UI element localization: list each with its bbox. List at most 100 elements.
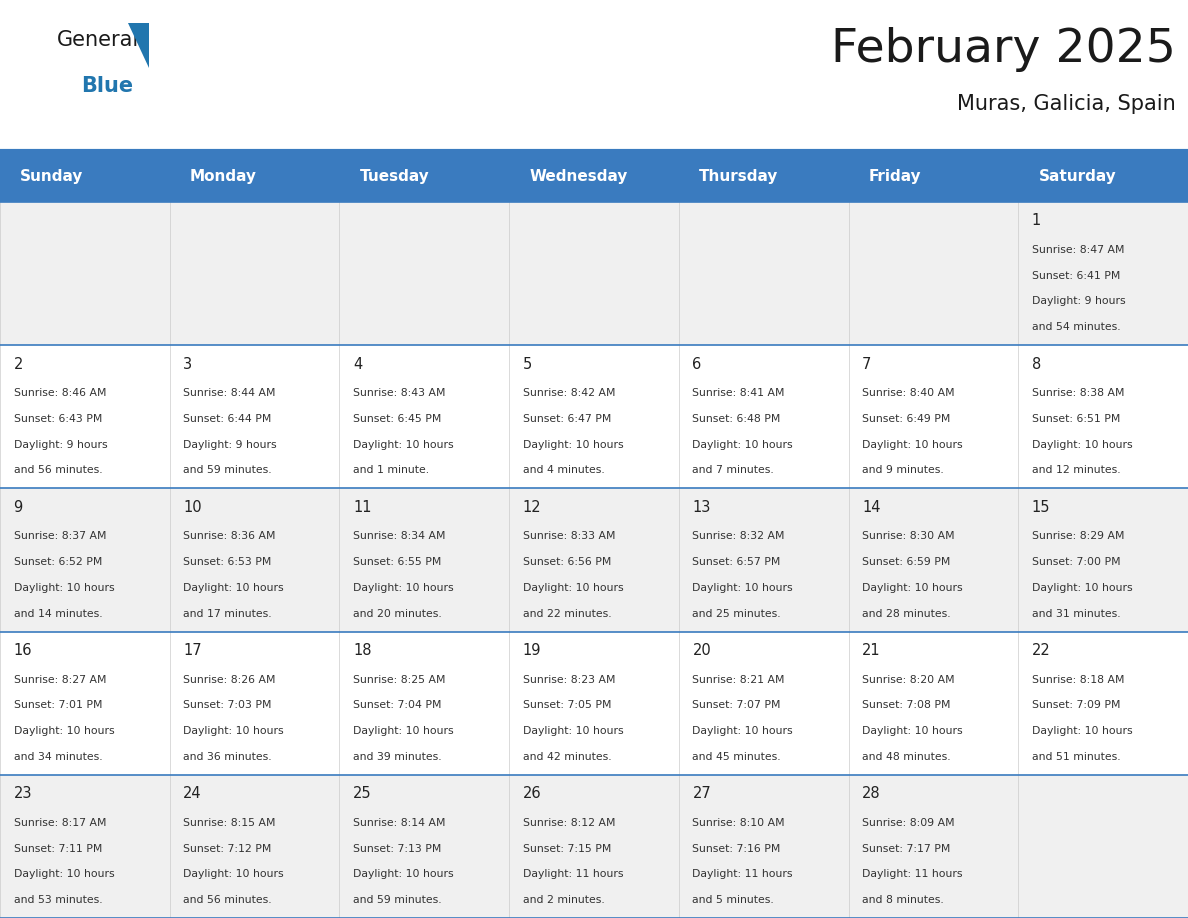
Text: Sunrise: 8:41 AM: Sunrise: 8:41 AM: [693, 388, 785, 398]
Text: 1: 1: [1032, 213, 1041, 229]
Text: 17: 17: [183, 643, 202, 658]
Text: and 59 minutes.: and 59 minutes.: [183, 465, 272, 476]
Bar: [340, 345, 510, 488]
Text: Sunrise: 8:38 AM: Sunrise: 8:38 AM: [1032, 388, 1124, 398]
Text: Sunrise: 8:44 AM: Sunrise: 8:44 AM: [183, 388, 276, 398]
Text: Daylight: 10 hours: Daylight: 10 hours: [1032, 440, 1132, 450]
Text: Sunrise: 8:32 AM: Sunrise: 8:32 AM: [693, 532, 785, 542]
Text: and 31 minutes.: and 31 minutes.: [1032, 609, 1120, 619]
Text: 15: 15: [1032, 499, 1050, 515]
Text: and 22 minutes.: and 22 minutes.: [523, 609, 612, 619]
Text: Sunset: 7:08 PM: Sunset: 7:08 PM: [862, 700, 950, 711]
Bar: [510, 488, 678, 632]
Text: and 17 minutes.: and 17 minutes.: [183, 609, 272, 619]
Text: Sunrise: 8:25 AM: Sunrise: 8:25 AM: [353, 675, 446, 685]
Text: and 45 minutes.: and 45 minutes.: [693, 752, 781, 762]
Text: and 4 minutes.: and 4 minutes.: [523, 465, 605, 476]
Bar: [1018, 345, 1188, 488]
Bar: [1018, 775, 1188, 918]
Bar: [0, 488, 170, 632]
Bar: [678, 632, 848, 775]
Bar: [848, 775, 1018, 918]
Bar: [1018, 202, 1188, 345]
Text: Sunrise: 8:21 AM: Sunrise: 8:21 AM: [693, 675, 785, 685]
Bar: [0, 345, 170, 488]
Text: Monday: Monday: [190, 169, 257, 185]
Text: 7: 7: [862, 356, 872, 372]
Text: Sunset: 6:59 PM: Sunset: 6:59 PM: [862, 557, 950, 567]
Bar: [170, 775, 340, 918]
Text: 4: 4: [353, 356, 362, 372]
Text: Daylight: 10 hours: Daylight: 10 hours: [1032, 726, 1132, 736]
Text: Sunset: 6:41 PM: Sunset: 6:41 PM: [1032, 271, 1120, 281]
Bar: [1018, 632, 1188, 775]
Text: Sunset: 7:15 PM: Sunset: 7:15 PM: [523, 844, 611, 854]
Text: Daylight: 10 hours: Daylight: 10 hours: [523, 583, 624, 593]
Text: 19: 19: [523, 643, 542, 658]
Text: Daylight: 10 hours: Daylight: 10 hours: [693, 440, 794, 450]
Text: and 2 minutes.: and 2 minutes.: [523, 895, 605, 905]
Text: 3: 3: [183, 356, 192, 372]
Text: Daylight: 10 hours: Daylight: 10 hours: [1032, 583, 1132, 593]
Text: Daylight: 10 hours: Daylight: 10 hours: [183, 583, 284, 593]
Text: Sunset: 6:49 PM: Sunset: 6:49 PM: [862, 414, 950, 424]
Text: Sunrise: 8:20 AM: Sunrise: 8:20 AM: [862, 675, 955, 685]
Text: Sunrise: 8:36 AM: Sunrise: 8:36 AM: [183, 532, 276, 542]
Text: Tuesday: Tuesday: [360, 169, 430, 185]
Text: 21: 21: [862, 643, 880, 658]
Text: and 48 minutes.: and 48 minutes.: [862, 752, 950, 762]
Bar: [0, 632, 170, 775]
Text: Sunset: 6:48 PM: Sunset: 6:48 PM: [693, 414, 781, 424]
Text: Daylight: 10 hours: Daylight: 10 hours: [353, 869, 454, 879]
Text: and 14 minutes.: and 14 minutes.: [13, 609, 102, 619]
Text: 28: 28: [862, 786, 880, 801]
Text: Sunset: 6:45 PM: Sunset: 6:45 PM: [353, 414, 442, 424]
Text: Daylight: 11 hours: Daylight: 11 hours: [693, 869, 792, 879]
Text: Sunrise: 8:34 AM: Sunrise: 8:34 AM: [353, 532, 446, 542]
Text: Daylight: 10 hours: Daylight: 10 hours: [862, 726, 962, 736]
Bar: [848, 345, 1018, 488]
Text: 14: 14: [862, 499, 880, 515]
Text: and 8 minutes.: and 8 minutes.: [862, 895, 944, 905]
Text: Daylight: 10 hours: Daylight: 10 hours: [183, 726, 284, 736]
Bar: [678, 488, 848, 632]
Text: Sunrise: 8:12 AM: Sunrise: 8:12 AM: [523, 818, 615, 828]
Text: 24: 24: [183, 786, 202, 801]
Text: Sunset: 6:57 PM: Sunset: 6:57 PM: [693, 557, 781, 567]
Text: 16: 16: [13, 643, 32, 658]
Text: and 53 minutes.: and 53 minutes.: [13, 895, 102, 905]
Bar: [510, 775, 678, 918]
Bar: [170, 202, 340, 345]
Text: Sunset: 6:52 PM: Sunset: 6:52 PM: [13, 557, 102, 567]
Text: Daylight: 9 hours: Daylight: 9 hours: [13, 440, 107, 450]
Text: 8: 8: [1032, 356, 1041, 372]
Text: Sunset: 7:00 PM: Sunset: 7:00 PM: [1032, 557, 1120, 567]
Text: 9: 9: [13, 499, 23, 515]
Text: Sunrise: 8:09 AM: Sunrise: 8:09 AM: [862, 818, 955, 828]
Text: Sunrise: 8:27 AM: Sunrise: 8:27 AM: [13, 675, 106, 685]
Text: 18: 18: [353, 643, 372, 658]
Text: 13: 13: [693, 499, 710, 515]
Text: and 56 minutes.: and 56 minutes.: [183, 895, 272, 905]
Text: and 56 minutes.: and 56 minutes.: [13, 465, 102, 476]
Text: Sunset: 7:07 PM: Sunset: 7:07 PM: [693, 700, 781, 711]
Text: Daylight: 10 hours: Daylight: 10 hours: [13, 726, 114, 736]
Text: 5: 5: [523, 356, 532, 372]
Bar: [510, 632, 678, 775]
Bar: [678, 345, 848, 488]
Text: Sunrise: 8:18 AM: Sunrise: 8:18 AM: [1032, 675, 1124, 685]
Text: Sunset: 7:17 PM: Sunset: 7:17 PM: [862, 844, 950, 854]
Text: Sunrise: 8:10 AM: Sunrise: 8:10 AM: [693, 818, 785, 828]
Bar: [340, 775, 510, 918]
Text: Thursday: Thursday: [700, 169, 778, 185]
Text: Sunset: 6:44 PM: Sunset: 6:44 PM: [183, 414, 272, 424]
Text: and 36 minutes.: and 36 minutes.: [183, 752, 272, 762]
Bar: [848, 488, 1018, 632]
Text: Sunrise: 8:42 AM: Sunrise: 8:42 AM: [523, 388, 615, 398]
Text: Sunrise: 8:46 AM: Sunrise: 8:46 AM: [13, 388, 106, 398]
Text: Daylight: 10 hours: Daylight: 10 hours: [353, 726, 454, 736]
Text: 27: 27: [693, 786, 712, 801]
Text: Daylight: 10 hours: Daylight: 10 hours: [353, 440, 454, 450]
Text: Sunset: 7:05 PM: Sunset: 7:05 PM: [523, 700, 611, 711]
Text: 26: 26: [523, 786, 542, 801]
